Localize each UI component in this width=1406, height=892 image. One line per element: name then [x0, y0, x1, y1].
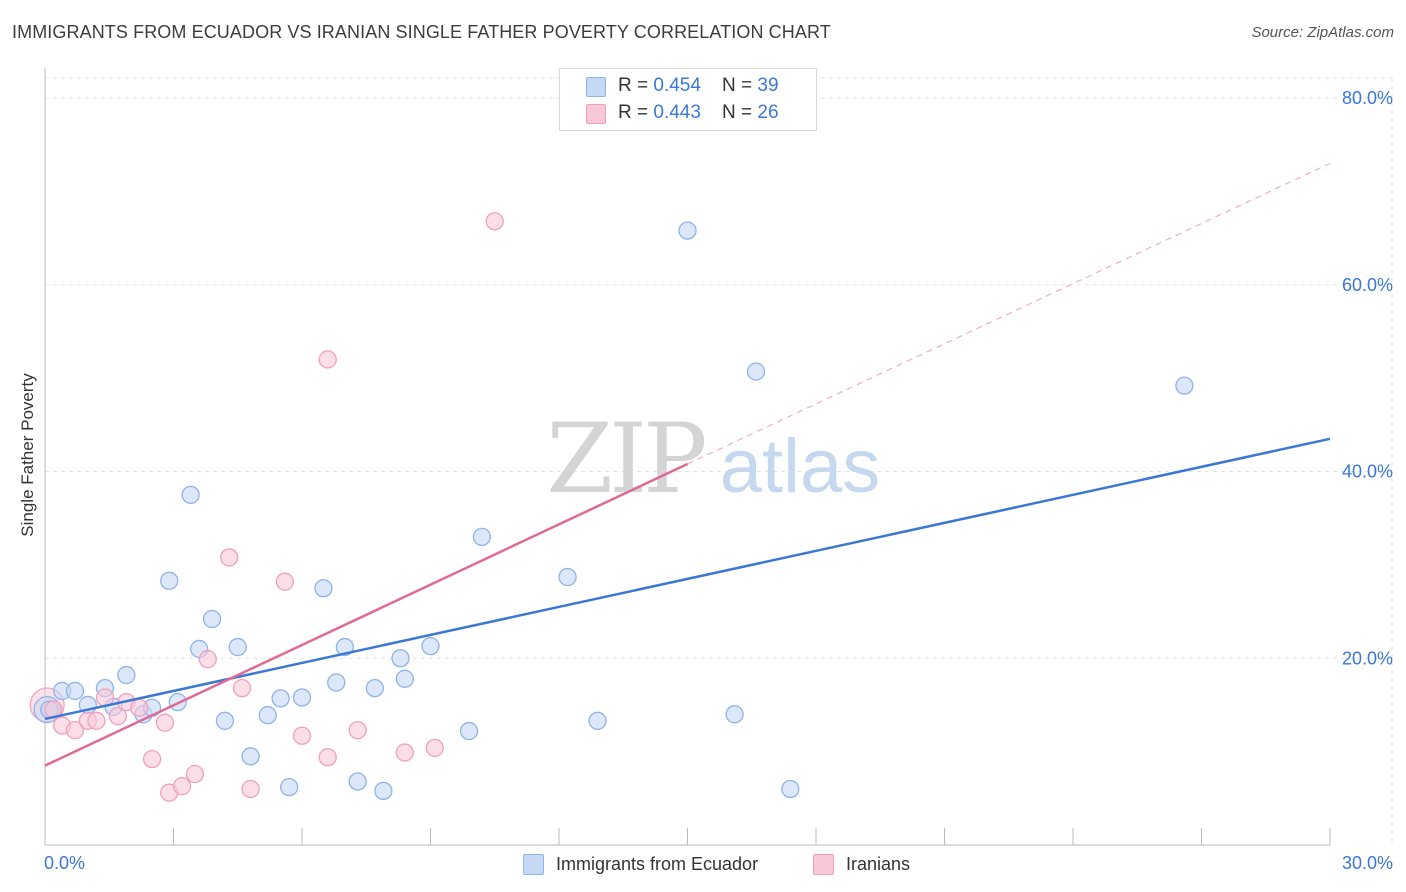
y-tick-label: 80.0%	[1342, 88, 1393, 108]
ecuador-point	[472, 527, 492, 547]
series-swatch-ecuador	[523, 854, 544, 875]
iranian-point	[395, 743, 414, 762]
y-tick-label: 60.0%	[1342, 275, 1393, 295]
stats-legend: R = 0.454 N = 39 R = 0.443 N = 26	[559, 68, 817, 131]
iranian-point	[485, 212, 504, 231]
ecuador-point	[258, 706, 277, 725]
iranian-point	[318, 350, 337, 369]
series-swatch-iranians	[813, 854, 834, 875]
iranian-point	[87, 711, 106, 730]
iranian-point	[155, 713, 175, 732]
ecuador-point	[228, 637, 247, 657]
ecuador-point	[781, 779, 800, 799]
iranian-point	[318, 748, 337, 767]
iranian-point	[348, 720, 367, 740]
ecuador-point	[202, 609, 222, 629]
iranian-point	[65, 720, 85, 740]
series-iranians-points	[44, 212, 504, 802]
ecuador-point	[365, 678, 384, 698]
iranian-point	[425, 738, 444, 758]
ecuador-point	[1175, 376, 1194, 395]
series-label-ecuador: Immigrants from Ecuador	[556, 854, 759, 874]
iranian-point	[232, 678, 252, 698]
ecuador-point	[65, 681, 85, 701]
legend-r-value: 0.443	[653, 102, 701, 123]
watermark-atlas: atlas	[720, 424, 881, 509]
gridlines	[45, 77, 1393, 845]
trend-line-iranians	[44, 462, 689, 767]
iranian-point	[142, 749, 162, 769]
ecuador-point	[746, 362, 766, 381]
y-tick-label: 40.0%	[1342, 462, 1393, 482]
iranian-point	[108, 706, 127, 726]
iranian-point	[292, 726, 312, 745]
iranian-point	[220, 548, 239, 567]
legend-swatch-ecuador	[586, 77, 606, 97]
ecuador-point	[459, 721, 479, 741]
ecuador-point	[181, 485, 200, 504]
ecuador-point	[160, 571, 179, 590]
ecuador-point	[395, 669, 414, 688]
ecuador-point	[314, 579, 333, 598]
y-tick-label: 20.0%	[1342, 648, 1393, 668]
ecuador-point	[279, 777, 299, 797]
ecuador-point	[271, 689, 290, 708]
legend-r-value: 0.454	[653, 75, 701, 96]
ecuador-point	[241, 747, 260, 766]
trend-line-ecuador	[44, 437, 1331, 721]
watermark: ZIP atlas	[546, 403, 880, 515]
iranian-point	[185, 764, 205, 784]
ecuador-point	[725, 705, 744, 724]
legend-n-label: N =	[722, 102, 758, 123]
legend-r-label: R =	[618, 75, 654, 96]
ecuador-point	[678, 221, 697, 240]
tick-labels: 80.0% 60.0% 40.0% 20.0% 0.0% 30.0%	[44, 88, 1393, 873]
ecuador-point	[292, 688, 312, 707]
iranian-point	[241, 779, 260, 799]
legend-n-value: 39	[757, 75, 779, 96]
legend-n-label: N =	[722, 75, 758, 96]
ecuador-point	[215, 711, 235, 730]
iranian-point	[172, 777, 192, 796]
iranian-point	[275, 572, 295, 591]
ecuador-point	[335, 637, 354, 657]
ecuador-point	[117, 665, 136, 685]
series-label-iranians: Iranians	[846, 854, 911, 874]
chart-title: IMMIGRANTS FROM ECUADOR VS IRANIAN SINGL…	[12, 22, 831, 42]
ecuador-point	[391, 649, 410, 668]
ecuador-point	[348, 772, 367, 791]
watermark-zip: ZIP	[546, 403, 705, 515]
iranian-point	[198, 650, 217, 669]
x-tick-label-right: 30.0%	[1342, 853, 1393, 873]
x-tick-label-left: 0.0%	[44, 853, 85, 873]
ecuador-point	[558, 567, 577, 587]
ecuador-point	[327, 673, 346, 692]
legend-swatch-iranians	[586, 104, 606, 124]
ecuador-point	[421, 636, 440, 656]
trend-line-iranians-extension	[687, 162, 1331, 465]
iranian-point	[130, 698, 149, 717]
source-label: Source: ZipAtlas.com	[1251, 24, 1394, 41]
legend-n-value: 26	[757, 102, 779, 123]
ecuador-point	[588, 711, 607, 730]
legend-r-label: R =	[618, 102, 654, 123]
ecuador-point	[374, 781, 393, 800]
trend-lines	[44, 162, 1331, 767]
data-points	[29, 212, 1194, 802]
